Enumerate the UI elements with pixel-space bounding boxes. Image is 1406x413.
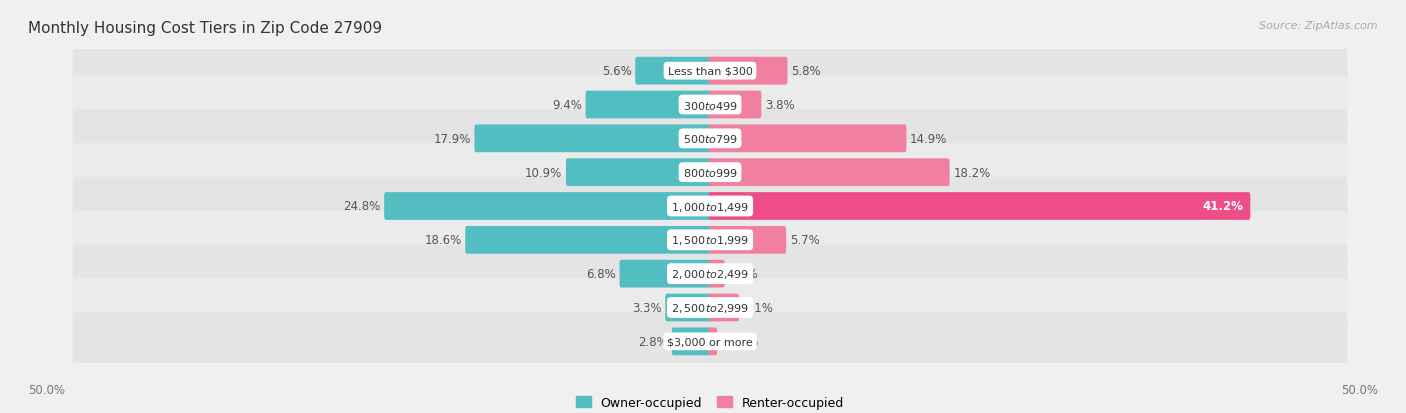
FancyBboxPatch shape (620, 260, 711, 288)
FancyBboxPatch shape (709, 294, 740, 322)
FancyBboxPatch shape (709, 91, 761, 119)
Text: Monthly Housing Cost Tiers in Zip Code 27909: Monthly Housing Cost Tiers in Zip Code 2… (28, 21, 382, 36)
Text: Source: ZipAtlas.com: Source: ZipAtlas.com (1260, 21, 1378, 31)
Text: 0.42%: 0.42% (721, 335, 758, 348)
FancyBboxPatch shape (585, 91, 711, 119)
FancyBboxPatch shape (73, 211, 1347, 269)
FancyBboxPatch shape (73, 144, 1347, 202)
Text: 5.7%: 5.7% (790, 234, 820, 247)
FancyBboxPatch shape (709, 260, 724, 288)
Text: 1.0%: 1.0% (728, 268, 758, 280)
Text: 10.9%: 10.9% (524, 166, 562, 179)
Text: $2,000 to $2,499: $2,000 to $2,499 (671, 268, 749, 280)
FancyBboxPatch shape (73, 313, 1347, 370)
FancyBboxPatch shape (73, 43, 1347, 100)
FancyBboxPatch shape (709, 125, 907, 153)
Legend: Owner-occupied, Renter-occupied: Owner-occupied, Renter-occupied (571, 391, 849, 413)
FancyBboxPatch shape (709, 58, 787, 85)
Text: 3.3%: 3.3% (633, 301, 662, 314)
FancyBboxPatch shape (567, 159, 711, 187)
Text: 5.8%: 5.8% (792, 65, 821, 78)
FancyBboxPatch shape (709, 328, 717, 355)
Text: 14.9%: 14.9% (910, 133, 948, 145)
FancyBboxPatch shape (709, 159, 949, 187)
FancyBboxPatch shape (672, 328, 711, 355)
Text: 24.8%: 24.8% (343, 200, 381, 213)
Text: 3.8%: 3.8% (765, 99, 794, 112)
FancyBboxPatch shape (73, 178, 1347, 235)
FancyBboxPatch shape (73, 245, 1347, 303)
FancyBboxPatch shape (474, 125, 711, 153)
FancyBboxPatch shape (384, 192, 711, 221)
Text: Less than $300: Less than $300 (668, 66, 752, 76)
FancyBboxPatch shape (73, 76, 1347, 134)
Text: 9.4%: 9.4% (553, 99, 582, 112)
Text: $300 to $499: $300 to $499 (682, 99, 738, 111)
Text: 2.1%: 2.1% (742, 301, 772, 314)
FancyBboxPatch shape (709, 192, 1250, 221)
Text: 6.8%: 6.8% (586, 268, 616, 280)
Text: 17.9%: 17.9% (433, 133, 471, 145)
Text: 18.2%: 18.2% (953, 166, 990, 179)
FancyBboxPatch shape (465, 226, 711, 254)
Text: $800 to $999: $800 to $999 (682, 167, 738, 179)
Text: 2.8%: 2.8% (638, 335, 668, 348)
Text: 18.6%: 18.6% (425, 234, 461, 247)
Text: $1,000 to $1,499: $1,000 to $1,499 (671, 200, 749, 213)
Text: 50.0%: 50.0% (28, 384, 65, 396)
FancyBboxPatch shape (636, 58, 711, 85)
Text: $2,500 to $2,999: $2,500 to $2,999 (671, 301, 749, 314)
FancyBboxPatch shape (73, 279, 1347, 337)
FancyBboxPatch shape (665, 294, 711, 322)
FancyBboxPatch shape (709, 226, 786, 254)
FancyBboxPatch shape (73, 110, 1347, 168)
Text: 41.2%: 41.2% (1202, 200, 1243, 213)
Text: $1,500 to $1,999: $1,500 to $1,999 (671, 234, 749, 247)
Text: 5.6%: 5.6% (602, 65, 631, 78)
Text: 50.0%: 50.0% (1341, 384, 1378, 396)
Text: $3,000 or more: $3,000 or more (668, 337, 752, 347)
Text: $500 to $799: $500 to $799 (682, 133, 738, 145)
